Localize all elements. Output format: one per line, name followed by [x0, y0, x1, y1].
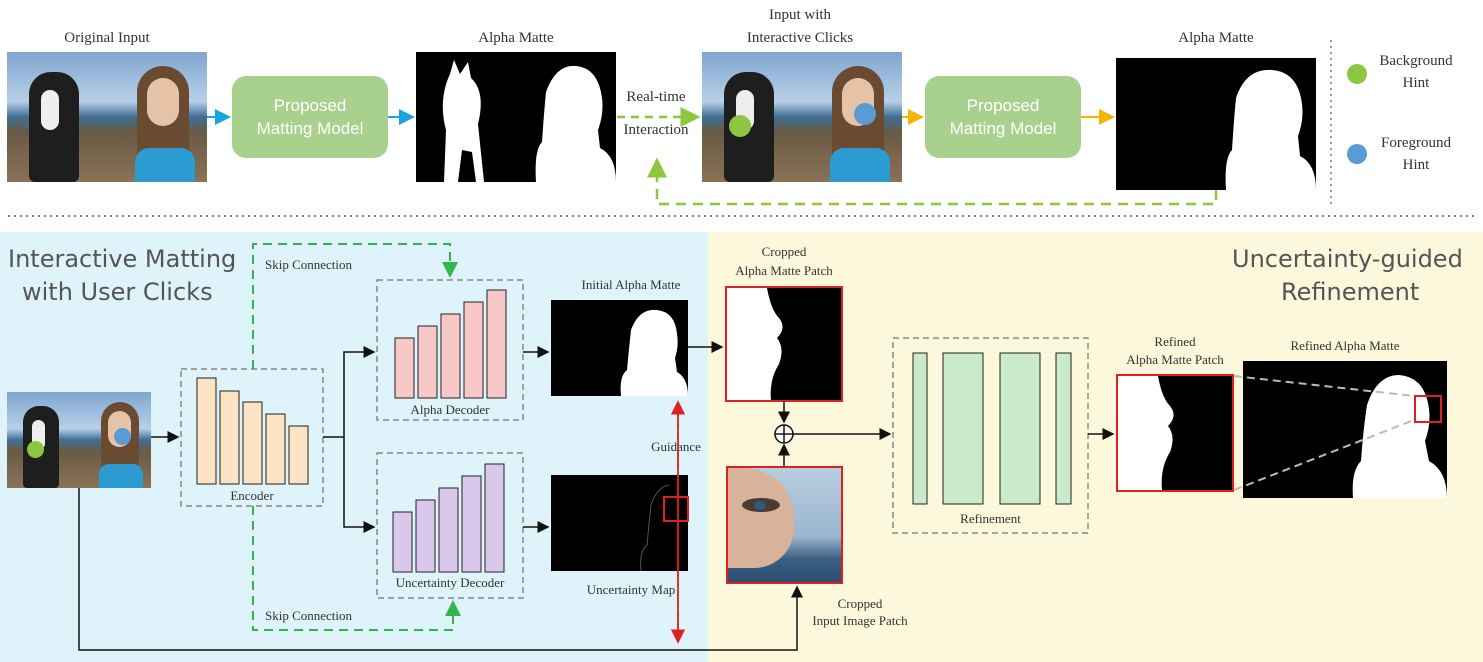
- uncertainty-decoder-label: Uncertainty Decoder: [395, 575, 505, 590]
- legend-background-line1: Background: [1379, 53, 1453, 69]
- legend-foreground-line1: Foreground: [1381, 135, 1451, 151]
- legend-background-line2: Hint: [1402, 75, 1430, 91]
- refined-alpha-label: Refined Alpha Matte: [1290, 338, 1400, 353]
- refinement-label: Refinement: [960, 511, 1021, 526]
- proposed-matting-model-box-2: Proposed Matting Model: [925, 76, 1081, 158]
- right-panel-title-line2: Refinement: [1281, 278, 1420, 306]
- refined-alpha-patch: [1116, 374, 1234, 492]
- left-input-image: [7, 392, 151, 488]
- right-panel-title-line1: Uncertainty-guided: [1232, 245, 1463, 273]
- input-clicks-label-line2: Interactive Clicks: [746, 30, 854, 46]
- background-click-dot: [729, 115, 751, 137]
- proposed-matting-model-box-1: Proposed Matting Model: [232, 76, 388, 158]
- refined-patch-label-line2: Alpha Matte Patch: [1126, 352, 1224, 367]
- initial-alpha-label: Initial Alpha Matte: [581, 277, 681, 292]
- cropped-input-label-line1: Cropped: [837, 596, 883, 611]
- refined-patch-label-line1: Refined: [1154, 334, 1196, 349]
- cropped-alpha-patch: [725, 286, 843, 402]
- left-foreground-click-dot: [114, 428, 131, 445]
- left-panel-title-line2: with User Clicks: [22, 278, 213, 306]
- left-background-click-dot: [27, 441, 44, 458]
- legend-background-dot: [1347, 64, 1367, 84]
- uncertainty-map-label: Uncertainty Map: [586, 582, 676, 597]
- cropped-alpha-label-line1: Cropped: [761, 244, 807, 259]
- cropped-input-label-line2: Input Image Patch: [812, 613, 908, 628]
- original-input-label: Original Input: [64, 30, 150, 46]
- alpha-matte-label-2: Alpha Matte: [1178, 30, 1254, 46]
- guidance-label: Guidance: [651, 439, 701, 454]
- alpha-decoder-label: Alpha Decoder: [410, 402, 490, 417]
- legend-foreground-dot: [1347, 144, 1367, 164]
- cropped-input-patch: [726, 466, 843, 584]
- skip-connection-top-label: Skip Connection: [265, 257, 353, 272]
- legend-foreground-line2: Hint: [1402, 157, 1430, 173]
- alpha-matte-image-1: [416, 52, 616, 182]
- input-clicks-label-line1: Input with: [768, 7, 832, 23]
- skip-connection-bottom-label: Skip Connection: [265, 608, 353, 623]
- alpha-matte-label-1: Alpha Matte: [478, 30, 554, 46]
- alpha-matte-image-2: [1116, 58, 1316, 190]
- left-panel-title-line1: Interactive Matting: [8, 245, 237, 273]
- original-input-image: [7, 52, 207, 182]
- interaction-label: Interaction: [623, 122, 689, 138]
- refined-alpha-matte: [1243, 361, 1447, 498]
- foreground-click-dot: [854, 103, 876, 125]
- cropped-alpha-label-line2: Alpha Matte Patch: [735, 263, 833, 278]
- initial-alpha-matte: [551, 300, 688, 396]
- realtime-label: Real-time: [626, 89, 686, 105]
- encoder-label: Encoder: [230, 488, 274, 503]
- uncertainty-map: [551, 475, 688, 571]
